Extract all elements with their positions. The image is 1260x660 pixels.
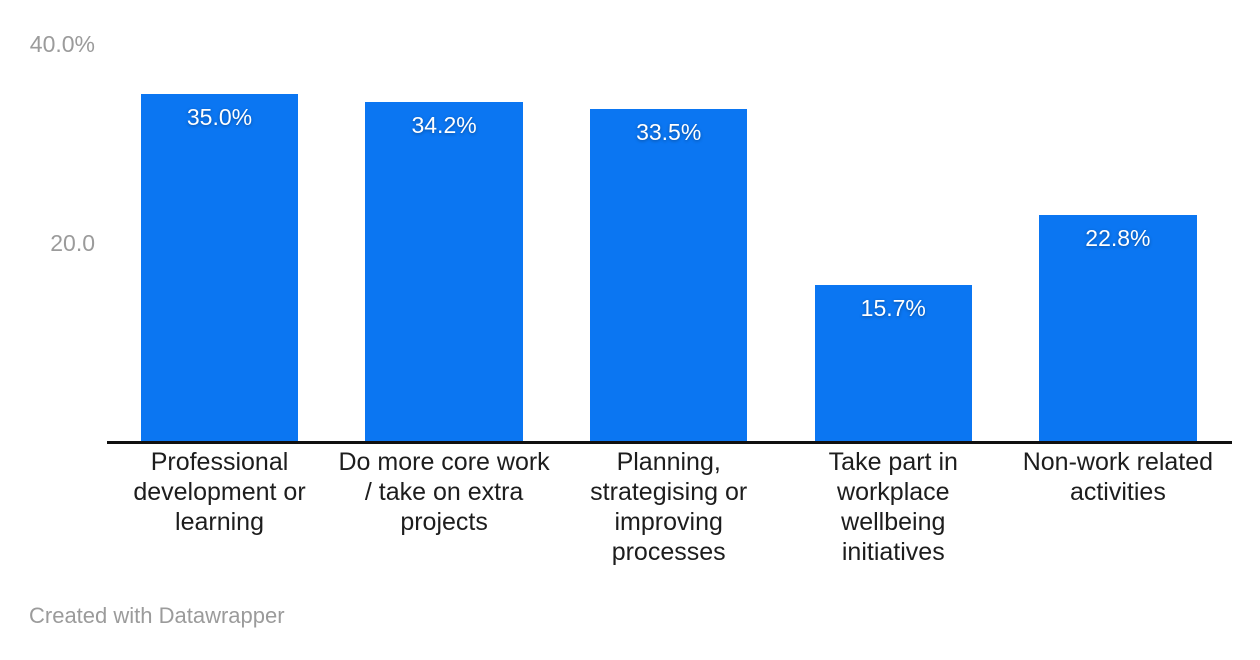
y-tick-label: 40.0% <box>29 31 95 58</box>
bar: 34.2% <box>365 101 523 441</box>
category-label-line: / take on extra <box>364 478 524 506</box>
category-label-line: activities <box>1069 478 1166 506</box>
category-label-line: Planning, <box>616 448 721 476</box>
category-label-line: Professional <box>150 448 289 476</box>
category-label-line: initiatives <box>841 538 945 566</box>
category-label: Do more core work / take on extra projects <box>324 447 564 537</box>
category-label-line: Non-work related <box>1022 448 1214 476</box>
bar-value-label: 33.5% <box>636 118 702 145</box>
category-label: Professional development or learning <box>100 447 340 537</box>
category-label-line: development or <box>133 478 306 506</box>
category-label-line: processes <box>611 538 726 566</box>
bar-value-label: 35.0% <box>186 104 253 130</box>
bar-value-label: 34.2% <box>411 111 477 138</box>
bar: 35.0% <box>140 94 299 441</box>
category-label-line: Take part in <box>828 448 958 476</box>
bar: 22.8% <box>1039 214 1197 441</box>
bar-value-label: 15.7% <box>860 295 926 322</box>
bar: 33.5% <box>590 108 748 441</box>
category-label-line: projects <box>400 508 488 536</box>
category-label: Planning, strategising or improving process… <box>549 447 789 567</box>
category-label-line: strategising or <box>590 478 748 506</box>
category-label: Non-work related activities <box>998 447 1238 507</box>
bar-value-label: 22.8% <box>1085 224 1151 251</box>
bar: 15.7% <box>814 285 972 441</box>
category-label-line: improving <box>614 508 723 536</box>
category-label-line: learning <box>175 508 264 536</box>
x-axis-baseline <box>107 441 1232 444</box>
category-label: Take part in workplace wellbeing initiative… <box>773 447 1013 567</box>
category-label-line: wellbeing <box>841 508 946 536</box>
category-label-line: workplace <box>837 478 950 506</box>
category-label-line: Do more core work <box>338 448 550 476</box>
datawrapper-credit-link[interactable]: Created with Datawrapper <box>29 603 285 628</box>
y-tick-label: 20.0 <box>50 229 95 256</box>
